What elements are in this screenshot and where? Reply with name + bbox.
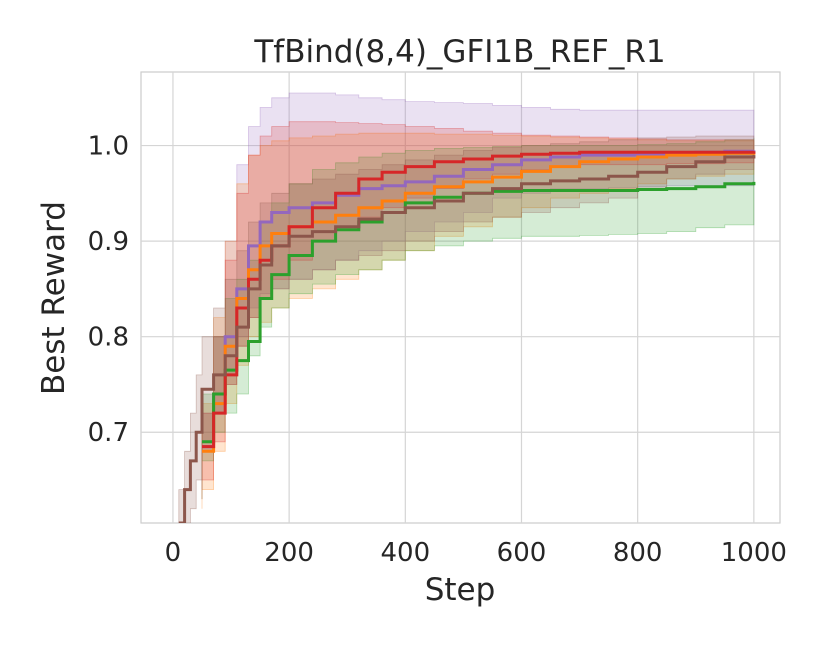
x-axis-ticks: 0 200 400 600 800 1000 <box>165 538 787 568</box>
x-tick-label: 0 <box>165 538 182 568</box>
series-line-1 <box>202 149 756 449</box>
grid-lines <box>141 72 780 523</box>
y-tick-label: 0.7 <box>88 418 129 448</box>
chart-title: TfBind(8,4)_GFI1B_REF_R1 <box>253 34 665 70</box>
x-tick-label: 1000 <box>721 538 787 568</box>
y-tick-label: 0.9 <box>88 227 129 257</box>
x-tick-label: 200 <box>264 538 314 568</box>
y-tick-label: 0.8 <box>88 323 129 353</box>
y-tick-label: 1.0 <box>88 132 129 162</box>
x-tick-label: 800 <box>613 538 663 568</box>
x-tick-label: 600 <box>497 538 547 568</box>
x-axis-label: Step <box>425 572 496 608</box>
y-axis-label: Best Reward <box>36 201 72 395</box>
series-line-2 <box>202 151 756 453</box>
series-line-5 <box>178 155 756 523</box>
y-axis-ticks: 0.7 0.8 0.9 1.0 <box>88 132 129 449</box>
x-tick-label: 400 <box>380 538 430 568</box>
series-lines <box>178 149 756 523</box>
